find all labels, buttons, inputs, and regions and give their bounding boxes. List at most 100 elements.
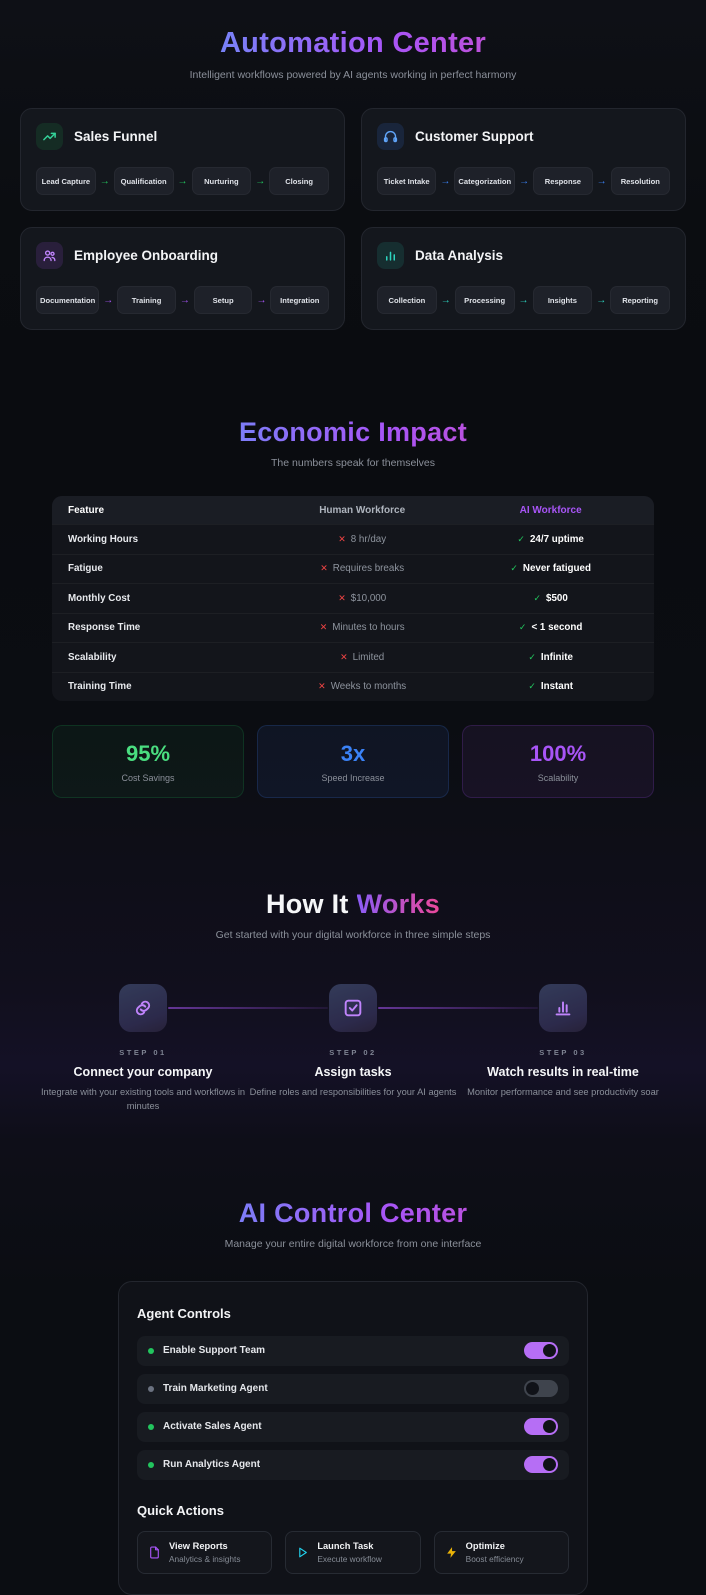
stat-value: 100% — [529, 741, 587, 766]
status-dot — [148, 1461, 154, 1468]
toggle-run-analytics-agent[interactable] — [524, 1456, 558, 1474]
human-value: Minutes to hours — [332, 622, 405, 634]
step-title: Watch results in real-time — [487, 1065, 639, 1079]
stat-card-scalability: 100% Scalability — [462, 725, 654, 798]
table-row: Fatigue ✕ Requires breaks ✓ Never fatigued — [52, 553, 654, 584]
workflow-name: Customer Support — [415, 129, 534, 144]
table-header-row: Feature Human Workforce AI Workforce — [52, 496, 654, 524]
ai-cell: ✓ 24/7 uptime — [463, 534, 638, 545]
stat-value: 95% — [125, 741, 171, 766]
step-connector — [378, 1007, 538, 1009]
action-text: Optimize Boost efficiency — [466, 1541, 524, 1564]
optimize-button[interactable]: Optimize Boost efficiency — [433, 1530, 569, 1574]
arrow-right-icon: → — [177, 175, 188, 187]
arrow-right-icon: → — [440, 175, 451, 187]
ai-value: Infinite — [540, 651, 573, 663]
ai-value: 24/7 uptime — [529, 533, 584, 545]
table-row: Scalability ✕ Limited ✓ Infinite — [52, 642, 654, 672]
workflow-card-employee-onboarding: Employee Onboarding Documentation → Trai… — [20, 227, 345, 330]
step-number: STEP 01 — [119, 1048, 167, 1057]
users-icon — [36, 242, 63, 269]
agent-controls-heading: Agent Controls — [137, 1305, 231, 1321]
human-value: Requires breaks — [332, 563, 405, 575]
human-cell: ✕ Weeks to months — [261, 681, 463, 692]
toggle-knob — [526, 1382, 539, 1396]
agent-row-activate-sales-agent: Activate Sales Agent — [137, 1411, 569, 1442]
action-subtitle: Execute workflow — [317, 1553, 382, 1564]
toggle-knob — [543, 1420, 556, 1434]
action-title: Launch Task — [317, 1540, 374, 1551]
workflow-step: Resolution — [610, 167, 671, 195]
cross-icon: ✕ — [319, 622, 328, 633]
step-title: Connect your company — [73, 1065, 213, 1079]
economic-impact-subtitle: The numbers speak for themselves — [271, 457, 435, 469]
feature-cell: Scalability — [68, 651, 117, 663]
workflow-steps: Collection → Processing → Insights → Rep… — [377, 286, 670, 314]
arrow-right-icon: → — [179, 294, 190, 306]
arrow-right-icon: → — [103, 294, 114, 306]
toggle-enable-support-team[interactable] — [524, 1342, 558, 1360]
toggle-knob — [543, 1344, 556, 1358]
check-icon: ✓ — [528, 651, 536, 662]
ai-cell: ✓ Infinite — [463, 652, 638, 663]
human-value: Weeks to months — [330, 681, 407, 693]
workflow-steps: Documentation → Training → Setup → Integ… — [36, 286, 330, 314]
title-accent: Works — [356, 889, 441, 919]
table-row: Monthly Cost ✕ $10,000 ✓ $500 — [52, 583, 654, 613]
comparison-table: Feature Human Workforce AI Workforce Wor… — [52, 496, 654, 701]
arrow-right-icon: → — [256, 294, 267, 306]
agent-row-run-analytics-agent: Run Analytics Agent — [137, 1449, 569, 1480]
link-icon — [119, 984, 167, 1032]
check-icon: ✓ — [510, 563, 518, 574]
steps-row: STEP 01 Connect your company Integrate w… — [38, 984, 668, 1114]
toggle-knob — [543, 1458, 556, 1472]
feature-cell: Monthly Cost — [68, 592, 131, 604]
workflow-step: Documentation — [36, 286, 100, 314]
launch-task-button[interactable]: Launch Task Execute workflow — [285, 1530, 421, 1574]
column-header-feature: Feature — [68, 504, 105, 516]
workflow-step: Integration — [270, 286, 330, 314]
status-dot — [148, 1385, 154, 1392]
workflow-step: Ticket Intake — [377, 167, 437, 195]
arrow-right-icon: → — [255, 175, 266, 187]
control-panel: Agent Controls Enable Support Team Train… — [118, 1280, 588, 1595]
step-description: Integrate with your existing tools and w… — [40, 1087, 246, 1111]
action-subtitle: Boost efficiency — [465, 1553, 524, 1564]
workflow-step: Categorization — [454, 167, 516, 195]
view-reports-button[interactable]: View Reports Analytics & insights — [137, 1530, 273, 1574]
workflow-step: Qualification — [113, 167, 174, 195]
cross-icon: ✕ — [338, 592, 346, 603]
workflow-header: Sales Funnel — [36, 123, 329, 150]
headphones-icon — [377, 123, 404, 150]
action-title: View Reports — [169, 1540, 228, 1551]
file-icon — [148, 1546, 161, 1559]
table-row: Training Time ✕ Weeks to months ✓ Instant — [52, 671, 654, 702]
feature-cell: Fatigue — [68, 563, 103, 575]
workflow-step: Collection — [377, 286, 437, 314]
arrow-right-icon: → — [519, 175, 530, 187]
arrow-right-icon: → — [440, 294, 451, 306]
bar-chart-icon — [539, 984, 587, 1032]
workflow-steps: Lead Capture → Qualification → Nurturing… — [36, 167, 329, 195]
toggle-train-marketing-agent[interactable] — [524, 1380, 558, 1398]
workflow-step: Processing — [454, 286, 515, 314]
trending-up-icon — [36, 123, 63, 150]
step-number: STEP 02 — [329, 1048, 377, 1057]
ai-control-center-title: AI Control Center — [0, 1198, 706, 1229]
stat-label: Speed Increase — [321, 773, 385, 783]
human-value: $10,000 — [350, 592, 387, 604]
ai-value: Instant — [540, 681, 573, 693]
step-watch-results: STEP 03 Watch results in real-time Monit… — [458, 984, 668, 1114]
workflow-steps: Ticket Intake → Categorization → Respons… — [377, 167, 671, 195]
check-icon: ✓ — [517, 533, 525, 544]
toggle-activate-sales-agent[interactable] — [524, 1418, 558, 1436]
how-it-works-title: How It Works — [0, 889, 706, 920]
ai-cell: ✓ $500 — [463, 593, 638, 604]
agent-list: Enable Support Team Train Marketing Agen… — [137, 1335, 569, 1480]
stat-cards: 95% Cost Savings 3x Speed Increase 100% … — [52, 725, 654, 798]
arrow-right-icon: → — [518, 294, 529, 306]
action-text: Launch Task Execute workflow — [317, 1541, 382, 1564]
step-description: Monitor performance and see productivity… — [467, 1087, 659, 1097]
step-number: STEP 03 — [539, 1048, 587, 1057]
